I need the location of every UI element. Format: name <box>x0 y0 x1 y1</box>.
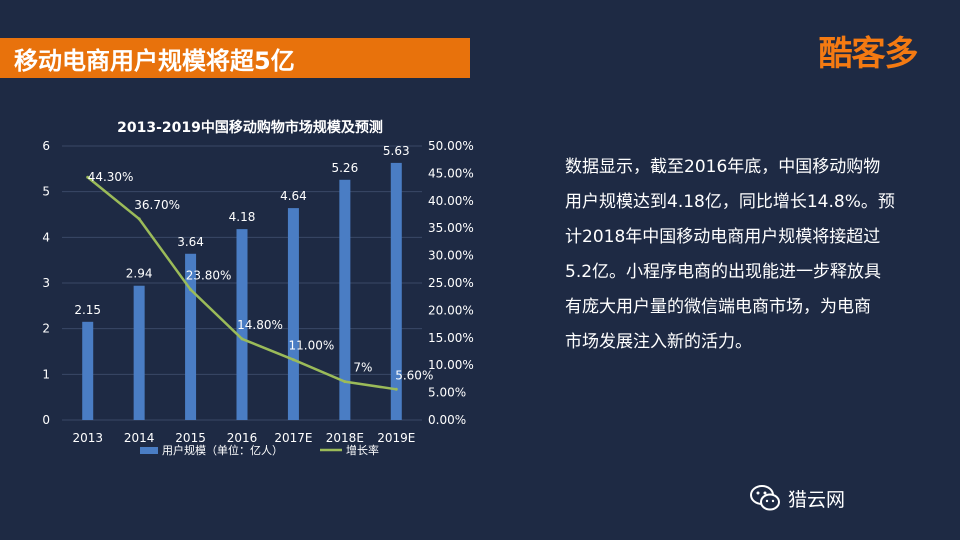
line-value-label: 14.80% <box>237 318 283 332</box>
description-line: 5.2亿。小程序电商的出现能进一步释放具 <box>565 262 882 282</box>
description-line: 计2018年中国移动电商用户规模将接超过 <box>565 227 881 247</box>
y-right-tick-label: 25.00% <box>428 276 474 290</box>
y-right-tick-label: 15.00% <box>428 331 474 345</box>
page-title: 移动电商用户规模将超5亿 <box>14 46 295 75</box>
y-left-tick-label: 3 <box>42 276 50 290</box>
line-value-label: 11.00% <box>289 339 335 353</box>
bar <box>185 253 197 420</box>
bar <box>390 162 402 420</box>
x-tick-label: 2018E <box>326 431 364 445</box>
y-right-tick-label: 50.00% <box>428 139 474 153</box>
x-tick-label: 2014 <box>124 431 155 445</box>
x-tick-label: 2017E <box>274 431 312 445</box>
line-point <box>394 387 398 391</box>
brand-logo: 酷客多 <box>808 20 928 80</box>
x-tick-label: 2019E <box>377 431 415 445</box>
line-value-label: 23.80% <box>186 269 232 283</box>
line-point <box>137 217 141 221</box>
bar-value-label: 5.26 <box>331 161 358 175</box>
wechat-icon <box>750 485 780 511</box>
y-right-tick-label: 30.00% <box>428 249 474 263</box>
x-tick-label: 2013 <box>72 431 103 445</box>
bar-value-label: 5.63 <box>383 144 410 158</box>
legend-label: 用户规模（单位：亿人） <box>162 443 283 457</box>
y-right-tick-label: 40.00% <box>428 194 474 208</box>
legend-label: 增长率 <box>346 443 379 457</box>
logo-text: 酷客多 <box>818 33 919 74</box>
chart-title: 2013-2019中国移动购物市场规模及预测 <box>117 119 383 136</box>
description-line: 用户规模达到4.18亿，同比增长14.8%。预 <box>565 192 895 212</box>
description-line: 市场发展注入新的活力。 <box>565 332 752 352</box>
y-left-tick-label: 0 <box>42 413 50 427</box>
description-line: 数据显示，截至2016年底，中国移动购物 <box>565 157 881 177</box>
bar <box>236 229 248 420</box>
bar <box>82 321 94 420</box>
line-value-label: 44.30% <box>88 170 134 184</box>
bar-value-label: 2.15 <box>74 303 101 317</box>
line-point <box>240 337 244 341</box>
y-left-tick-label: 2 <box>42 322 50 336</box>
bar-value-label: 2.94 <box>126 267 153 281</box>
y-left-tick-label: 1 <box>42 367 50 381</box>
x-tick-label: 2016 <box>227 431 258 445</box>
bar-value-label: 4.18 <box>229 210 256 224</box>
x-tick-label: 2015 <box>175 431 206 445</box>
legend-swatch-bar <box>140 447 158 454</box>
line-value-label: 5.60% <box>395 368 433 382</box>
y-right-tick-label: 0.00% <box>428 413 466 427</box>
y-right-tick-label: 35.00% <box>428 221 474 235</box>
bar-value-label: 3.64 <box>177 235 204 249</box>
title-banner: 移动电商用户规模将超5亿 <box>0 38 470 78</box>
chart: 2.15 2.94 3.64 4.18 4.64 5.26 5.63 44.30%36.70%… <box>42 119 474 457</box>
line-point <box>86 175 90 179</box>
y-right-tick-label: 45.00% <box>428 166 474 180</box>
bar-value-label: 4.64 <box>280 189 307 203</box>
y-left-tick-label: 6 <box>42 139 50 153</box>
line-point <box>189 288 193 292</box>
y-right-tick-label: 10.00% <box>428 358 474 372</box>
bar <box>339 179 351 420</box>
description-line: 有庞大用户量的微信端电商市场，为电商 <box>565 297 871 317</box>
bar <box>133 285 145 420</box>
y-right-tick-label: 5.00% <box>428 386 466 400</box>
watermark-text: 猎云网 <box>788 488 846 511</box>
line-point <box>291 358 295 362</box>
description-text: 数据显示，截至2016年底，中国移动购物 用户规模达到4.18亿，同比增长14.… <box>565 150 925 360</box>
source-watermark: 猎云网 <box>750 478 845 518</box>
line-value-label: 36.70% <box>134 198 180 212</box>
y-left-tick-label: 4 <box>42 230 50 244</box>
y-right-tick-label: 20.00% <box>428 303 474 317</box>
line-point <box>343 380 347 384</box>
y-left-tick-label: 5 <box>42 185 50 199</box>
bar <box>287 208 299 420</box>
line-value-label: 7% <box>353 361 372 375</box>
